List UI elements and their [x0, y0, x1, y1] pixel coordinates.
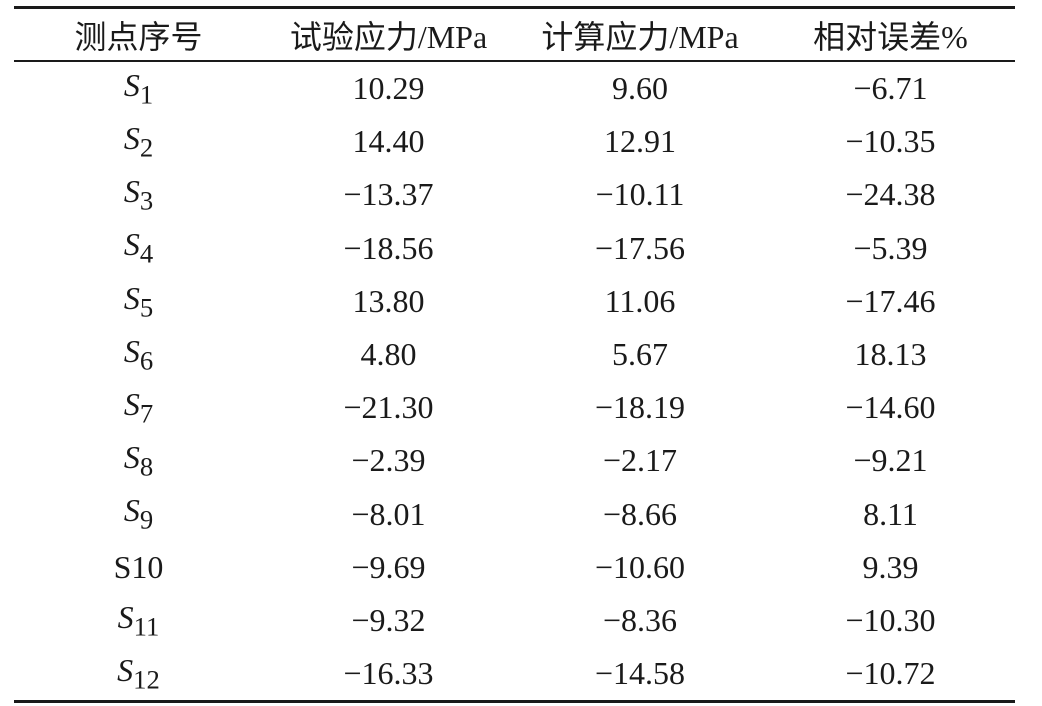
cell-calc-stress: −10.11 [595, 176, 685, 213]
cell-point-id: S7 [14, 381, 263, 434]
cell-calc-stress: −14.58 [594, 655, 686, 692]
cell-relative-error: −6.71 [853, 70, 928, 107]
cell-calc-stress: 9.60 [612, 70, 668, 107]
cell-relative-error: −10.35 [845, 123, 936, 160]
point-id-subscript: 2 [139, 132, 154, 163]
point-id-subscript: 6 [139, 345, 154, 376]
cell-relative-error: −17.46 [845, 282, 936, 319]
table-row: S2 14.40 12.91 −10.35 [14, 115, 1015, 168]
cell-test-stress: 13.80 [352, 282, 425, 319]
cell-test-stress: −21.30 [343, 389, 434, 426]
cell-point-id: S5 [14, 275, 263, 328]
table-row: S4 −18.56 −17.56 −5.39 [14, 222, 1015, 275]
cell-calc-stress: −10.60 [594, 548, 686, 585]
point-id-letter: S [123, 120, 140, 157]
cell-calc-stress: −17.56 [594, 229, 686, 266]
cell-relative-error: 8.11 [863, 495, 918, 532]
data-table-body: S1 10.29 9.60 −6.71 S2 14.40 12.91 −10.35 S3 −13.… [14, 62, 1015, 700]
cell-test-stress: 4.80 [360, 336, 417, 373]
cell-calc-stress: −18.19 [594, 389, 686, 426]
table-row: S1 10.29 9.60 −6.71 [14, 62, 1015, 115]
point-id-subscript: 8 [139, 451, 154, 482]
header-point-id: 测点序号 [74, 18, 203, 55]
cell-relative-error: 18.13 [854, 336, 927, 373]
cell-calc-stress: −8.66 [602, 495, 678, 532]
point-id-letter: S [123, 492, 140, 529]
cell-calc-stress: −2.17 [602, 442, 678, 479]
point-id-letter: S [123, 386, 140, 423]
point-id-letter: S [123, 226, 140, 263]
point-id-letter: S [123, 66, 140, 103]
cell-test-stress: 14.40 [352, 123, 425, 160]
point-id-subscript: 4 [139, 238, 154, 269]
cell-point-id: S2 [14, 115, 263, 168]
cell-calc-stress: 11.06 [604, 282, 676, 319]
cell-relative-error: −5.39 [853, 229, 928, 266]
header-row: 测点序号 试验应力/MPa 计算应力/MPa 相对误差% [14, 9, 1015, 60]
point-id-subscript: 5 [139, 292, 154, 323]
cell-point-id: S6 [14, 328, 263, 381]
stress-comparison-table: 测点序号 试验应力/MPa 计算应力/MPa 相对误差% S1 10.29 9.60… [14, 6, 1015, 704]
cell-point-id: S10 [14, 541, 263, 594]
cell-test-stress: −16.33 [343, 655, 434, 692]
cell-point-id: S11 [14, 594, 263, 647]
header-rule [14, 60, 1015, 62]
cell-relative-error: 9.39 [862, 548, 919, 585]
point-id-subscript: 7 [139, 398, 154, 429]
point-id-subscript: 3 [139, 185, 154, 216]
table-row: S6 4.80 5.67 18.13 [14, 328, 1015, 381]
cell-relative-error: −9.21 [853, 442, 928, 479]
cell-point-id: S12 [14, 647, 263, 700]
cell-test-stress: −9.69 [351, 548, 426, 585]
data-table: 测点序号 试验应力/MPa 计算应力/MPa 相对误差% [14, 9, 1015, 60]
cell-relative-error: −24.38 [845, 176, 936, 213]
table-bottom-rule [14, 700, 1015, 704]
cell-test-stress: 10.29 [352, 70, 425, 107]
table-row: S3 −13.37 −10.11 −24.38 [14, 168, 1015, 221]
table-row: S12 −16.33 −14.58 −10.72 [14, 647, 1015, 700]
cell-point-id: S8 [14, 434, 263, 487]
table-row: S9 −8.01 −8.66 8.11 [14, 488, 1015, 541]
table-row: S5 13.80 11.06 −17.46 [14, 275, 1015, 328]
point-id-letter: S [123, 439, 140, 476]
header-test-stress: 试验应力/MPa [289, 18, 488, 55]
cell-test-stress: −9.32 [351, 601, 426, 638]
point-id-subscript: 11 [133, 611, 160, 642]
cell-test-stress: −18.56 [343, 229, 434, 266]
cell-point-id: S1 [14, 62, 263, 115]
point-id-letter: S [123, 279, 140, 316]
cell-calc-stress: −8.36 [602, 601, 678, 638]
point-id-subscript: 12 [133, 664, 160, 695]
point-id-letter: S [123, 173, 140, 210]
cell-relative-error: −10.30 [845, 601, 936, 638]
table-row: S8 −2.39 −2.17 −9.21 [14, 434, 1015, 487]
point-id-letter: S [123, 332, 140, 369]
cell-point-id: S9 [14, 488, 263, 541]
cell-test-stress: −8.01 [351, 495, 426, 532]
cell-point-id: S4 [14, 222, 263, 275]
cell-point-id: S3 [14, 168, 263, 221]
point-id-letter: S [117, 598, 134, 635]
header-calc-stress: 计算应力/MPa [541, 18, 739, 55]
point-id-subscript: 1 [139, 79, 154, 110]
cell-test-stress: −2.39 [351, 442, 426, 479]
cell-test-stress: −13.37 [343, 176, 434, 213]
point-id-letter: S10 [113, 548, 164, 585]
cell-relative-error: −14.60 [845, 389, 936, 426]
cell-calc-stress: 12.91 [604, 123, 676, 160]
table-row: S10 −9.69 −10.60 9.39 [14, 541, 1015, 594]
cell-calc-stress: 5.67 [612, 336, 668, 373]
header-relative-error: 相对误差% [813, 18, 968, 55]
table-row: S11 −9.32 −8.36 −10.30 [14, 594, 1015, 647]
point-id-subscript: 9 [139, 504, 154, 535]
point-id-letter: S [117, 651, 134, 688]
cell-relative-error: −10.72 [845, 655, 936, 692]
table-top-rule [14, 6, 1015, 9]
table-row: S7 −21.30 −18.19 −14.60 [14, 381, 1015, 434]
